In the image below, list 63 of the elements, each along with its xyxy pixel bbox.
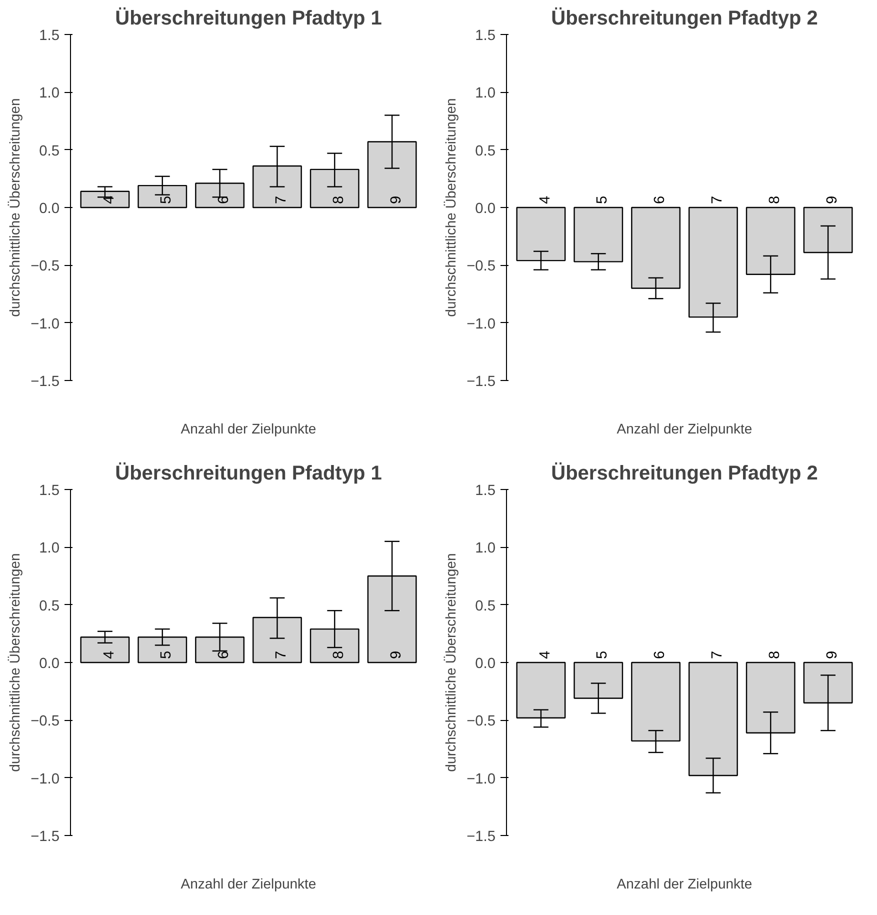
y-axis-title: durchschnittliche Überschreitungen [6, 98, 23, 317]
y-tick-label: 1.0 [475, 86, 496, 102]
x-tick-label: 7 [274, 650, 290, 660]
y-tick-label: 0.0 [475, 201, 496, 217]
y-axis-title: durchschnittliche Überschreitungen [442, 98, 459, 317]
x-tick-label: 7 [710, 196, 726, 204]
y-tick-label: −0.5 [30, 714, 60, 730]
y-axis-title: durchschnittliche Überschreitungen [6, 553, 23, 772]
y-tick-label: −1.0 [30, 771, 60, 788]
y-tick-label: −1.5 [466, 374, 496, 390]
y-tick-label: −0.5 [30, 258, 60, 275]
y-tick-label: 1.5 [39, 28, 60, 44]
x-tick-label: 7 [274, 196, 290, 204]
x-tick-label: 9 [388, 650, 404, 660]
y-tick-label: 1.5 [475, 483, 496, 499]
x-tick-label: 9 [824, 196, 840, 204]
y-tick-label: 0.0 [39, 656, 60, 672]
x-axis-title: Anzahl der Zielpunkte [180, 420, 316, 436]
x-tick-label: 4 [101, 196, 118, 204]
x-tick-label: 5 [594, 650, 611, 660]
x-tick-label: 6 [216, 650, 232, 660]
x-tick-label: 8 [767, 650, 783, 660]
x-tick-label: 8 [767, 196, 783, 204]
x-tick-label: 5 [158, 650, 175, 660]
x-tick-label: 6 [652, 196, 668, 204]
x-tick-label: 6 [652, 650, 668, 660]
chart-title: Überschreitungen Pfadtyp 1 [115, 6, 382, 30]
y-tick-label: −1.5 [466, 829, 496, 845]
y-tick-label: 0.5 [475, 598, 496, 614]
x-tick-label: 9 [388, 196, 404, 204]
x-tick-label: 8 [331, 196, 347, 204]
y-tick-label: 1.5 [39, 483, 60, 499]
y-tick-label: −1.0 [466, 316, 496, 332]
y-tick-label: 0.5 [39, 598, 60, 614]
y-tick-label: 0.0 [39, 201, 60, 217]
x-tick-label: 5 [594, 196, 611, 204]
y-tick-label: −1.5 [30, 374, 60, 390]
x-tick-label: 8 [331, 650, 347, 660]
y-tick-label: 1.5 [475, 28, 496, 44]
chart-title: Überschreitungen Pfadtyp 2 [551, 462, 818, 484]
y-tick-label: 0.5 [39, 143, 60, 160]
x-axis-title: Anzahl der Zielpunkte [616, 876, 752, 892]
x-tick-label: 4 [537, 196, 554, 204]
y-tick-label: 1.0 [39, 86, 60, 102]
y-tick-label: 0.0 [475, 656, 496, 672]
y-tick-label: 0.5 [475, 143, 496, 160]
x-axis-title: Anzahl der Zielpunkte [616, 420, 752, 436]
y-tick-label: −1.0 [466, 771, 496, 788]
x-tick-label: 5 [158, 196, 175, 204]
y-tick-label: 1.0 [475, 540, 496, 557]
x-tick-label: 4 [537, 650, 554, 660]
y-tick-label: 1.0 [39, 540, 60, 557]
chart-title: Überschreitungen Pfadtyp 2 [551, 6, 818, 30]
x-tick-label: 9 [824, 650, 840, 660]
x-tick-label: 4 [101, 650, 118, 660]
y-tick-label: −0.5 [466, 714, 496, 730]
y-tick-label: −0.5 [466, 258, 496, 275]
y-tick-label: −1.5 [30, 829, 60, 845]
y-tick-label: −1.0 [30, 316, 60, 332]
chart-title: Überschreitungen Pfadtyp 1 [115, 462, 382, 484]
y-axis-title: durchschnittliche Überschreitungen [442, 553, 459, 772]
x-tick-label: 7 [710, 650, 726, 660]
x-axis-title: Anzahl der Zielpunkte [180, 876, 316, 892]
